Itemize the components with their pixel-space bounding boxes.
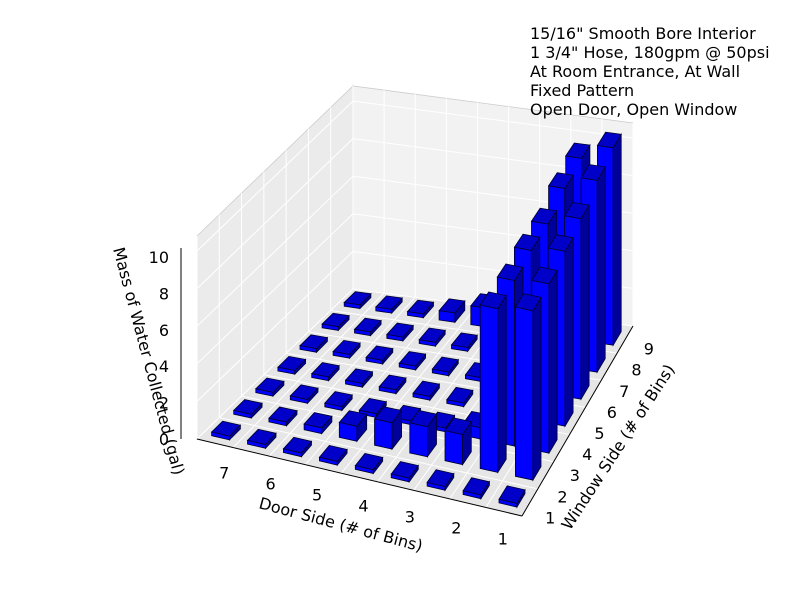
bar: [343, 291, 372, 310]
grid-line: [196, 251, 354, 402]
door-tick-label: 4: [358, 497, 368, 516]
z-tick-label: 10: [149, 248, 169, 267]
bar: [268, 406, 298, 427]
window-tick-label: 8: [631, 361, 641, 380]
bar: [418, 327, 446, 348]
annotation-line: 1 3/4" Hose, 180gpm @ 50psi: [530, 43, 770, 62]
bar: [324, 391, 353, 412]
bar: [438, 298, 466, 324]
grid-line: [268, 296, 416, 457]
annotation-line: Open Door, Open Window: [530, 100, 738, 119]
bar: [277, 355, 307, 376]
door-tick-label: 2: [451, 519, 461, 538]
window-tick-label: 7: [619, 382, 629, 401]
bar: [406, 299, 435, 319]
bar: [444, 417, 472, 466]
door-tick-label: 6: [266, 475, 276, 494]
annotation-line: 15/16" Smooth Bore Interior: [530, 24, 756, 43]
window-tick-label: 1: [545, 508, 555, 527]
bar: [358, 397, 388, 419]
window-tick-label: 6: [607, 403, 617, 422]
bar: [373, 406, 403, 451]
z-tick-label: 4: [159, 357, 169, 376]
bar: [409, 410, 438, 459]
z-tick-label: 0: [159, 430, 169, 449]
door-axis-label: Door Side (# of Bins): [257, 494, 425, 556]
door-axis-line: [196, 438, 523, 517]
annotation-block: 15/16" Smooth Bore Interior 1 3/4" Hose,…: [530, 24, 770, 119]
door-tick-label: 3: [405, 508, 415, 527]
bar: [299, 334, 329, 354]
annotation-line: Fixed Pattern: [530, 81, 635, 100]
window-axis-line: [521, 325, 634, 517]
grid-line: [352, 100, 634, 139]
grid-line: [196, 138, 354, 289]
bar: [514, 293, 542, 482]
grid-line: [196, 213, 354, 365]
window-tick-label: 3: [570, 466, 580, 485]
bar: [390, 461, 419, 484]
bar: [318, 444, 348, 467]
bar: [450, 332, 478, 353]
bar: [282, 436, 313, 458]
door-tick-label: 5: [312, 486, 322, 505]
bar: [446, 386, 474, 408]
bar: [289, 384, 319, 405]
bar: [210, 420, 242, 441]
bar: [365, 345, 394, 366]
bar: [321, 312, 350, 332]
grid-line: [232, 292, 385, 448]
grid-line: [219, 417, 538, 490]
bar: [354, 453, 384, 475]
bar: [303, 412, 333, 435]
bar: [254, 377, 285, 398]
door-tick-label: 1: [498, 530, 508, 549]
door-tick-label: 7: [219, 464, 229, 483]
window-tick-label: 2: [557, 487, 567, 506]
bar: [332, 339, 361, 360]
annotation-line: At Room Entrance, At Wall: [530, 62, 741, 81]
bar: [344, 368, 374, 389]
bar: [353, 317, 382, 337]
z-tick-label: 6: [159, 321, 169, 340]
bar: [374, 295, 404, 315]
bar: [426, 469, 455, 492]
bar: [338, 410, 368, 443]
window-tick-label: 4: [582, 445, 592, 464]
grid-line: [196, 100, 354, 252]
bar: [232, 399, 263, 419]
bar: [310, 362, 340, 382]
window-tick-label: 5: [594, 424, 604, 443]
bar: [462, 477, 491, 501]
grid-line: [196, 175, 354, 327]
bars: [210, 131, 622, 509]
bar: [246, 428, 277, 450]
bar: [412, 380, 441, 402]
z-tick-label: 8: [159, 284, 169, 303]
bar: [479, 291, 507, 474]
bar: [398, 351, 427, 372]
z-axis-label: Mass of Water Collected (gal): [109, 245, 188, 477]
grid-line: [341, 305, 478, 474]
bar: [431, 356, 460, 377]
bar: [378, 374, 407, 395]
bar: [386, 322, 414, 342]
grid-line: [196, 288, 354, 440]
grid-line: [304, 301, 447, 465]
window-tick-label: 9: [644, 340, 654, 359]
bar: [498, 485, 526, 509]
z-tick-label: 2: [159, 394, 169, 413]
